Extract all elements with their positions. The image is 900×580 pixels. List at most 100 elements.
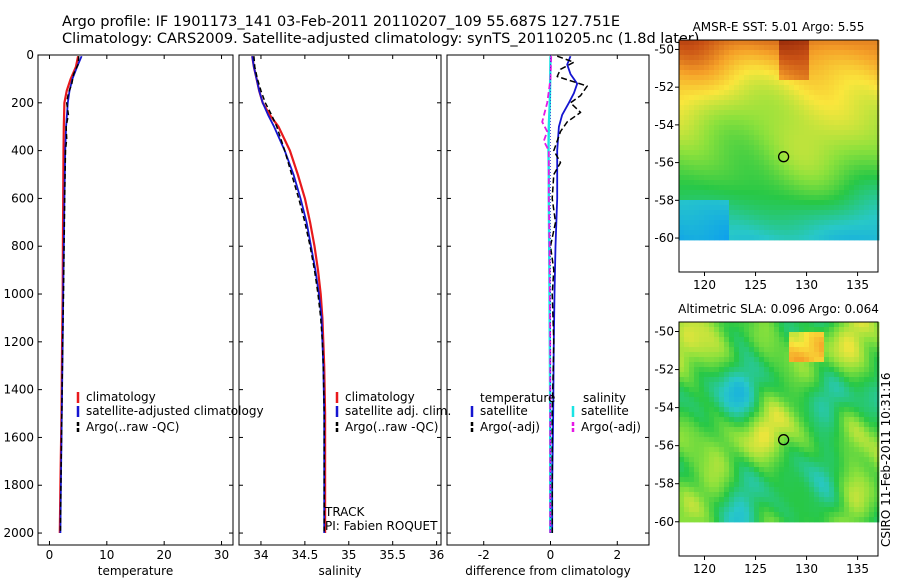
- map-cell: [744, 382, 750, 388]
- map-cell: [779, 65, 785, 71]
- map-cell: [759, 437, 765, 443]
- map-cell: [829, 175, 835, 181]
- map-cell: [784, 190, 790, 196]
- map-cell: [794, 150, 800, 156]
- map-cell: [694, 457, 700, 463]
- map-cell: [704, 472, 710, 478]
- map-cell: [749, 447, 755, 453]
- map-cell: [854, 477, 860, 483]
- map-cell: [874, 372, 880, 378]
- map-cell: [849, 432, 855, 438]
- map-cell: [774, 145, 780, 151]
- map-cell: [679, 135, 685, 141]
- map-cell: [809, 342, 815, 348]
- map-cell: [824, 327, 830, 333]
- map-cell: [779, 210, 785, 216]
- map-cell: [874, 180, 880, 186]
- map-cell: [734, 447, 740, 453]
- map-cell: [869, 235, 875, 241]
- map-cell: [864, 145, 870, 151]
- map-cell: [799, 507, 805, 513]
- map-cell: [829, 75, 835, 81]
- map-cell: [764, 367, 770, 373]
- map-cell: [764, 512, 770, 518]
- map-cell: [784, 402, 790, 408]
- map-cell: [839, 205, 845, 211]
- map-cell: [689, 180, 695, 186]
- map-cell: [764, 55, 770, 61]
- map-cell: [724, 377, 730, 383]
- map-cell: [749, 417, 755, 423]
- map-cell: [824, 60, 830, 66]
- map-cell: [709, 507, 715, 513]
- map-cell: [734, 462, 740, 468]
- map-cell: [829, 115, 835, 121]
- map-cell: [684, 110, 690, 116]
- map-cell: [684, 497, 690, 503]
- map-cell: [844, 492, 850, 498]
- map-cell: [834, 477, 840, 483]
- map-cell: [684, 487, 690, 493]
- map-cell: [684, 75, 690, 81]
- map-cell: [769, 95, 775, 101]
- map-cell: [869, 220, 875, 226]
- map-cell: [754, 130, 760, 136]
- map-cell: [874, 210, 880, 216]
- map-cell: [874, 412, 880, 418]
- map-cell: [829, 487, 835, 493]
- salinity-xtick-label: 36: [429, 548, 444, 562]
- map-cell: [799, 230, 805, 236]
- map-cell: [799, 115, 805, 121]
- map-cell: [859, 120, 865, 126]
- map-cell: [709, 447, 715, 453]
- map-cell: [839, 60, 845, 66]
- map-cell: [709, 45, 715, 51]
- map-cell: [719, 407, 725, 413]
- map-cell: [859, 417, 865, 423]
- map-cell: [689, 95, 695, 101]
- map-cell: [764, 372, 770, 378]
- map-cell: [734, 347, 740, 353]
- map-cell: [829, 135, 835, 141]
- map-cell: [729, 452, 735, 458]
- map-cell: [814, 487, 820, 493]
- map-cell: [799, 50, 805, 56]
- map-cell: [834, 517, 840, 523]
- map-cell: [694, 80, 700, 86]
- map-cell: [739, 115, 745, 121]
- map-cell: [859, 175, 865, 181]
- map-cell: [769, 382, 775, 388]
- map-cell: [749, 55, 755, 61]
- map-cell: [724, 235, 730, 241]
- map-cell: [859, 130, 865, 136]
- map-cell: [769, 452, 775, 458]
- map-cell: [699, 362, 705, 368]
- map-cell: [744, 200, 750, 206]
- map-cell: [854, 200, 860, 206]
- map-cell: [874, 140, 880, 146]
- map-cell: [719, 105, 725, 111]
- map-cell: [794, 185, 800, 191]
- map-cell: [784, 392, 790, 398]
- map-cell: [789, 155, 795, 161]
- map-cell: [734, 50, 740, 56]
- map-cell: [694, 362, 700, 368]
- map-cell: [749, 377, 755, 383]
- map-cell: [709, 100, 715, 106]
- map-cell: [834, 407, 840, 413]
- map-cell: [794, 407, 800, 413]
- map-cell: [679, 145, 685, 151]
- map-cell: [759, 175, 765, 181]
- map-cell: [824, 50, 830, 56]
- map-cell: [744, 180, 750, 186]
- map-cell: [784, 502, 790, 508]
- map-cell: [804, 210, 810, 216]
- map-cell: [824, 70, 830, 76]
- map-cell: [734, 115, 740, 121]
- map-cell: [754, 322, 760, 328]
- map-cell: [764, 337, 770, 343]
- map-cell: [689, 110, 695, 116]
- map-cell: [724, 347, 730, 353]
- map-cell: [784, 322, 790, 328]
- map-cell: [794, 417, 800, 423]
